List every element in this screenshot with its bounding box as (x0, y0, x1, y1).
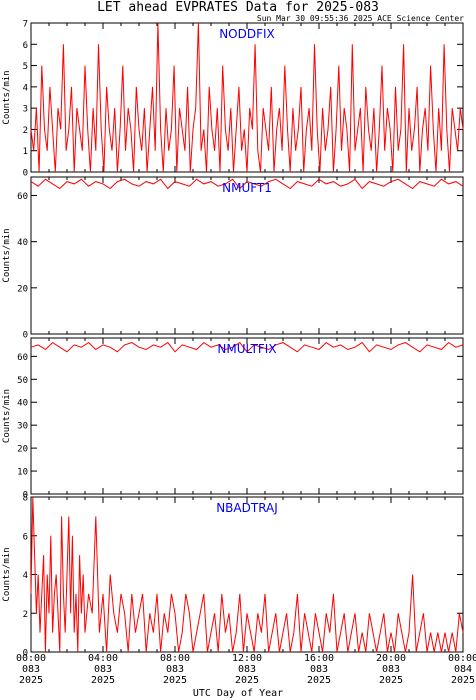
x-tick-time: 04:00 (88, 653, 118, 664)
x-tick-day: 083 (94, 664, 112, 675)
x-tick-year: 2025 (163, 675, 187, 686)
x-tick-time: 12:00 (232, 653, 262, 664)
series-label: NMULTFIX (217, 342, 276, 356)
x-tick-year: 2025 (379, 675, 403, 686)
y-axis-label: Counts/min (2, 547, 12, 601)
y-tick-label: 0 (23, 491, 28, 501)
y-tick-label: 40 (17, 238, 28, 248)
y-tick-label: 40 (17, 399, 28, 409)
y-tick-label: 10 (17, 468, 28, 478)
y-tick-label: 60 (17, 353, 28, 363)
x-tick-time: 20:00 (376, 653, 406, 664)
y-axis-label: Counts/min (2, 389, 12, 443)
x-tick-time: 16:00 (304, 653, 334, 664)
y-tick-label: 4 (23, 83, 28, 93)
y-tick-label: 6 (23, 41, 28, 51)
series-line-nmultfix (30, 341, 464, 353)
x-tick-year: 2025 (307, 675, 331, 686)
panels: 01234567Counts/minNODDFIX0204060Counts/m… (2, 20, 464, 659)
y-tick-label: 0 (23, 649, 28, 659)
series-label: NMUFT1 (222, 181, 272, 195)
panel-1: 0 1 2 3 4 5 6 7 Counts/min NODDFIX (2, 20, 464, 179)
y-tick-label: 5 (23, 62, 28, 72)
series-line-nbadtraj (30, 496, 464, 653)
y-tick-label: 0 (23, 169, 28, 179)
series-label: NBADTRAJ (216, 501, 278, 515)
y-tick-label: 3 (23, 105, 28, 115)
x-tick-year: 2025 (235, 675, 259, 686)
y-tick-label: 30 (17, 422, 28, 432)
y-tick-label: 4 (23, 571, 28, 581)
chart-subtitle: Sun Mar 30 09:55:36 2025 ACE Science Cen… (257, 14, 464, 23)
y-tick-label: 2 (23, 610, 28, 620)
x-tick-time: 08:00 (160, 653, 190, 664)
panel-2: 0 20 40 60 Counts/min NMUFT1 (2, 176, 464, 341)
x-tick-day: 083 (310, 664, 328, 675)
y-tick-label: 1 (23, 147, 28, 157)
x-tick-day: 083 (22, 664, 40, 675)
y-tick-label: 8 (23, 494, 28, 504)
y-axis-label: Counts/min (2, 70, 12, 124)
series-line-nmuft1 (30, 178, 464, 190)
x-tick-day: 083 (382, 664, 400, 675)
x-tick-day: 083 (238, 664, 256, 675)
y-axis-label: Counts/min (2, 228, 12, 282)
y-tick-label: 60 (17, 192, 28, 202)
x-tick-time: 00:00 (448, 653, 476, 664)
panel-4: 0 2 4 6 8 Counts/min NBADTRAJ (2, 494, 464, 659)
y-tick-label: 20 (17, 445, 28, 455)
series-line-noddfix (30, 22, 464, 173)
y-tick-label: 20 (17, 284, 28, 294)
y-tick-label: 2 (23, 126, 28, 136)
x-axis-label: UTC Day of Year (193, 688, 283, 699)
y-tick-label: 6 (23, 532, 28, 542)
panel-3: 0 10 20 30 40 50 60 Counts/min NMULTFIX (2, 337, 464, 501)
x-axis-labels: 00:00083202504:00083202508:00083202512:0… (16, 653, 476, 686)
x-tick-day: 083 (166, 664, 184, 675)
series-label: NODDFIX (219, 27, 275, 41)
chart-title: LET ahead EVPRATES Data for 2025-083 (97, 0, 379, 15)
y-tick-label: 50 (17, 376, 28, 386)
x-tick-year: 2025 (451, 675, 475, 686)
x-tick-time: 00:00 (16, 653, 46, 664)
y-tick-label: 0 (23, 331, 28, 341)
x-tick-year: 2025 (19, 675, 43, 686)
y-tick-label: 7 (23, 20, 28, 30)
x-tick-year: 2025 (91, 675, 115, 686)
x-tick-day: 084 (454, 664, 472, 675)
